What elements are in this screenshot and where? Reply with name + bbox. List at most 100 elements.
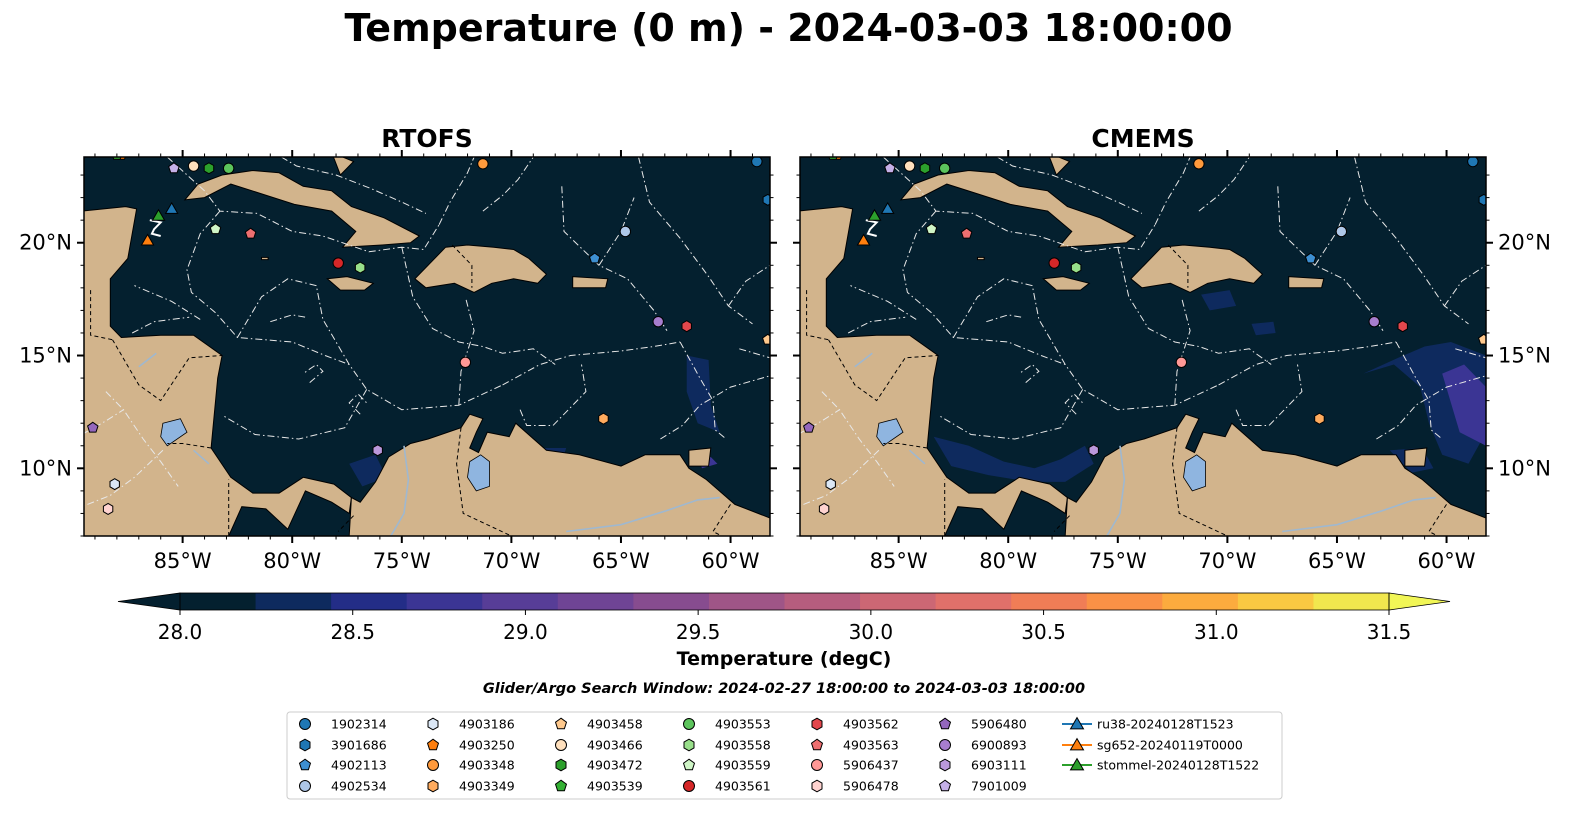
country-border — [1053, 515, 1070, 532]
land-puertorico — [1288, 276, 1325, 289]
eez-boundary — [850, 285, 917, 320]
legend-label: 4903250 — [459, 738, 515, 753]
eez-boundary — [847, 316, 906, 334]
float-marker-4902113 — [1304, 252, 1317, 264]
country-border — [828, 339, 939, 402]
colorbar-segment — [331, 593, 408, 610]
float-marker-6900893 — [1368, 315, 1380, 328]
land-hispaniola — [414, 244, 548, 293]
float-marker-4903466 — [903, 160, 916, 172]
colorbar-tick-label: 29.0 — [503, 620, 548, 644]
float-marker-4903559 — [209, 223, 222, 235]
legend-marker — [683, 718, 695, 730]
legend-item: 4903472 — [555, 758, 643, 773]
colorbar-segment — [1237, 593, 1314, 610]
legend-label: 6903111 — [971, 758, 1027, 773]
eez-boundary — [727, 264, 770, 307]
legend-item: 4903561 — [683, 779, 771, 794]
land — [84, 157, 770, 536]
lon-tick-label: 60°W — [702, 549, 760, 573]
country-border — [90, 290, 113, 341]
eez-boundary — [105, 391, 179, 487]
colorbar-label: Temperature (degC) — [677, 648, 892, 670]
legend-label: 4903561 — [715, 779, 771, 794]
legend-item: 4903458 — [554, 717, 643, 732]
legend-marker — [299, 780, 311, 792]
glider-marker-sg652-20240119T0000 — [856, 233, 871, 246]
legend-item: 4903562 — [811, 717, 899, 732]
legend-label: 4903348 — [459, 758, 515, 773]
legend-marker — [810, 738, 824, 751]
colorbar-segment — [406, 593, 483, 610]
legend-marker — [299, 718, 311, 730]
observation-markers — [87, 157, 770, 515]
legend-item: 4903349 — [427, 779, 515, 794]
lon-tick-label: 85°W — [870, 549, 928, 573]
map-frame — [799, 156, 1487, 537]
legend-marker — [298, 758, 312, 771]
colorbar-frame — [179, 592, 1390, 611]
river-line — [1106, 445, 1126, 536]
eez-boundary — [902, 210, 1066, 365]
country-border — [1172, 427, 1228, 536]
legend-label: 4903563 — [843, 738, 899, 753]
temperature-contour — [686, 355, 720, 433]
legend-item: 1902314 — [299, 717, 387, 732]
float-marker-6903111 — [1088, 444, 1099, 457]
legend-item: 4903186 — [427, 717, 515, 732]
legend-marker — [683, 780, 695, 792]
panel-title: CMEMS — [1091, 124, 1194, 153]
eez-boundary — [1018, 363, 1040, 383]
temperature-contour — [1442, 364, 1486, 446]
country-border — [337, 515, 354, 532]
legend-marker — [938, 779, 952, 792]
eez-boundary — [302, 363, 324, 383]
lon-tick-label: 75°W — [373, 549, 431, 573]
eez-boundary — [166, 157, 440, 253]
land-bahamas1 — [332, 157, 355, 176]
eez-boundary — [1443, 264, 1486, 307]
legend-item: 4903558 — [683, 738, 771, 753]
land-jamaica — [1042, 276, 1091, 291]
land-trinidad — [1404, 447, 1428, 467]
lon-tick-label: 65°W — [1308, 549, 1366, 573]
glider-marker-stommel-20240128T1522 — [867, 208, 882, 221]
float-marker-4903562 — [1397, 320, 1408, 333]
eez-boundary — [952, 278, 1219, 411]
legend-label: 4903562 — [843, 717, 899, 732]
river-line — [566, 496, 720, 533]
colorbar-extend-low — [117, 592, 181, 611]
eez-boundary — [1277, 186, 1384, 331]
float-marker-4902534 — [619, 225, 632, 238]
land-central — [800, 206, 1068, 536]
legend-marker — [555, 758, 567, 772]
colorbar-segment — [633, 593, 710, 610]
legend-item: 4903553 — [683, 717, 771, 732]
glider-marker-ru38-20240128T1523 — [880, 201, 895, 214]
glider-marker-ru38-20240128T1523 — [164, 201, 179, 214]
lat-tick-label: 15°N — [19, 344, 72, 368]
colorbar-tick-label: 28.5 — [330, 620, 375, 644]
colorbar-tick-label: 30.5 — [1021, 620, 1066, 644]
eez-boundary — [1174, 296, 1191, 406]
observation-markers — [803, 157, 1486, 515]
float-marker-4903559 — [925, 223, 938, 235]
legend-label: ru38-20240128T1523 — [1097, 717, 1234, 732]
boundaries — [800, 157, 1486, 536]
legend-item: 4902113 — [298, 758, 387, 773]
float-marker-7901009 — [168, 162, 180, 174]
lon-tick-label: 70°W — [482, 549, 540, 573]
temperature-contour — [1201, 290, 1237, 311]
legend-label: 4903186 — [459, 717, 515, 732]
search-window-text: Glider/Argo Search Window: 2024-02-27 18… — [483, 681, 1085, 697]
legend-item: ru38-20240128T1523 — [1062, 717, 1234, 732]
legend-label: 7901009 — [971, 779, 1027, 794]
land-cuba — [183, 169, 421, 248]
legend-item: 6900893 — [939, 738, 1027, 753]
legend-item: 4903250 — [426, 738, 515, 753]
legend-label: 4903553 — [715, 717, 771, 732]
eez-boundary — [800, 449, 880, 507]
colorbar-segment — [784, 593, 861, 610]
legend-marker — [554, 717, 568, 730]
float-marker-4903458 — [762, 333, 770, 345]
